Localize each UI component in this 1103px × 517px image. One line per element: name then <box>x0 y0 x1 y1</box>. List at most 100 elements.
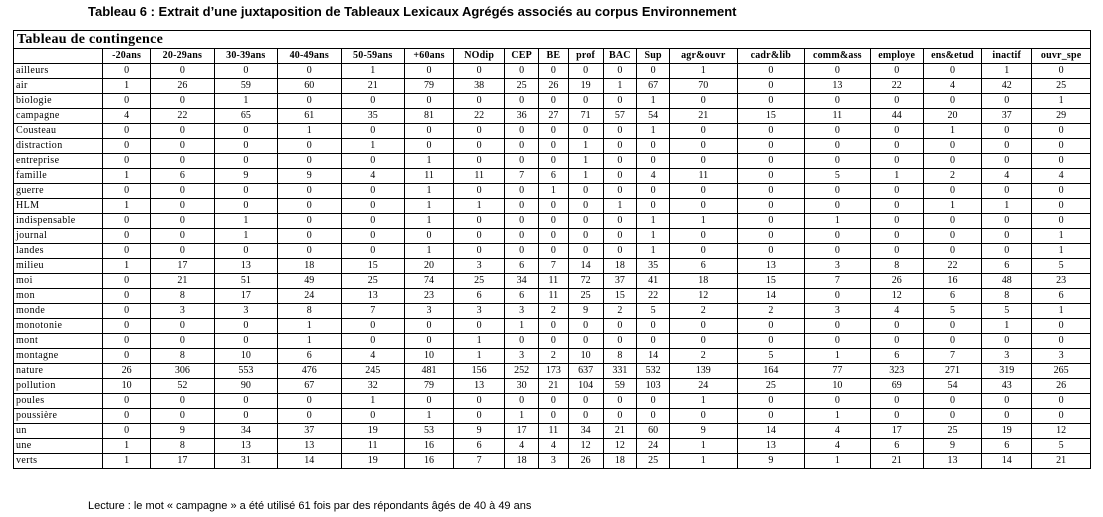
row-label: monde <box>12 303 104 319</box>
table-cell: 24 <box>277 288 342 304</box>
table-cell: 0 <box>922 213 983 229</box>
table-cell: 0 <box>403 318 455 334</box>
table-cell: 36 <box>504 108 540 124</box>
table-cell: 1 <box>636 243 671 259</box>
table-cell: 26 <box>102 363 152 379</box>
table-cell: 10 <box>567 348 604 364</box>
table-cell: 0 <box>602 153 638 169</box>
table-cell: 0 <box>277 243 342 259</box>
table-cell: 0 <box>340 153 405 169</box>
table-cell: 0 <box>277 153 342 169</box>
table-cell: 0 <box>340 318 405 334</box>
column-header: 20-29ans <box>150 48 215 64</box>
table-cell: 637 <box>567 363 604 379</box>
table-cell: 164 <box>736 363 806 379</box>
table-cell: 1 <box>213 228 279 244</box>
table-cell: 31 <box>213 453 279 469</box>
table-cell: 1 <box>1031 243 1091 259</box>
table-cell: 9 <box>213 168 279 184</box>
table-cell: 14 <box>636 348 671 364</box>
table-cell: 1 <box>403 213 455 229</box>
table-cell: 14 <box>277 453 342 469</box>
table-row: poussière 0 0 0 0 0 1 0 1 0 0 0 0 0 0 1 0 0 0 0 <box>12 408 1091 424</box>
table-cell: 0 <box>102 213 152 229</box>
table-cell: 12 <box>567 438 604 454</box>
table-cell: 0 <box>213 138 279 154</box>
table-cell: 26 <box>150 78 215 94</box>
table-cell: 0 <box>669 198 738 214</box>
table-cell: 0 <box>150 408 215 424</box>
table-cell: 21 <box>150 273 215 289</box>
table-cell: 4 <box>869 303 924 319</box>
table-row: landes 0 0 0 0 0 1 0 0 0 0 0 1 0 0 0 0 0 0 1 <box>12 243 1091 259</box>
table-cell: 0 <box>403 63 455 79</box>
table-cell: 0 <box>1031 63 1091 79</box>
row-label: distraction <box>12 138 104 154</box>
table-cell: 21 <box>1031 453 1091 469</box>
table-cell: 25 <box>922 423 983 439</box>
table-cell: 0 <box>922 93 983 109</box>
table-cell: 43 <box>981 378 1033 394</box>
table-cell: 37 <box>602 273 638 289</box>
table-cell: 44 <box>869 108 924 124</box>
table-cell: 61 <box>277 108 342 124</box>
table-cell: 0 <box>277 198 342 214</box>
table-cell: 11 <box>804 108 871 124</box>
table-cell: 0 <box>538 93 569 109</box>
table-cell: 0 <box>567 63 604 79</box>
table-cell: 0 <box>453 123 506 139</box>
row-label: indispensable <box>12 213 104 229</box>
table-cell: 17 <box>213 288 279 304</box>
table-cell: 0 <box>736 408 806 424</box>
column-header: 50-59ans <box>340 48 405 64</box>
table-cell: 0 <box>869 333 924 349</box>
table-cell: 1 <box>669 63 738 79</box>
table-cell: 0 <box>804 63 871 79</box>
table-cell: 8 <box>602 348 638 364</box>
table-cell: 7 <box>922 348 983 364</box>
table-cell: 11 <box>538 423 569 439</box>
table-cell: 1 <box>1031 303 1091 319</box>
table-cell: 1 <box>277 123 342 139</box>
table-cell: 0 <box>602 183 638 199</box>
table-cell: 13 <box>922 453 983 469</box>
table-row: ailleurs 0 0 0 0 1 0 0 0 0 0 0 0 1 0 0 0 0 1 0 <box>12 63 1091 79</box>
table-cell: 0 <box>602 63 638 79</box>
table-cell: 0 <box>567 213 604 229</box>
table-cell: 9 <box>150 423 215 439</box>
table-cell: 0 <box>340 243 405 259</box>
table-cell: 1 <box>636 123 671 139</box>
table-cell: 0 <box>736 228 806 244</box>
table-cell: 1 <box>403 408 455 424</box>
table-cell: 0 <box>669 318 738 334</box>
table-cell: 0 <box>102 123 152 139</box>
table-cell: 22 <box>869 78 924 94</box>
table-cell: 0 <box>922 228 983 244</box>
table-cell: 553 <box>213 363 279 379</box>
table-cell: 0 <box>150 198 215 214</box>
table-cell: 2 <box>602 303 638 319</box>
table-cell: 0 <box>736 333 806 349</box>
table-cell: 13 <box>340 288 405 304</box>
table-cell: 13 <box>736 258 806 274</box>
table-cell: 51 <box>213 273 279 289</box>
table-cell: 60 <box>277 78 342 94</box>
table-cell: 0 <box>736 138 806 154</box>
table-cell: 2 <box>736 303 806 319</box>
table-cell: 11 <box>538 273 569 289</box>
table-caption: Tableau 6 : Extrait d’une juxtaposition … <box>88 4 737 19</box>
table-cell: 156 <box>453 363 506 379</box>
table-cell: 0 <box>869 198 924 214</box>
table-cell: 0 <box>869 228 924 244</box>
table-cell: 0 <box>504 393 540 409</box>
table-cell: 4 <box>636 168 671 184</box>
table-cell: 8 <box>869 258 924 274</box>
table-cell: 0 <box>102 93 152 109</box>
table-cell: 0 <box>636 63 671 79</box>
table-cell: 0 <box>567 333 604 349</box>
table-cell: 0 <box>869 123 924 139</box>
table-cell: 16 <box>403 453 455 469</box>
table-cell: 0 <box>804 153 871 169</box>
table-cell: 139 <box>669 363 738 379</box>
table-cell: 1 <box>669 393 738 409</box>
